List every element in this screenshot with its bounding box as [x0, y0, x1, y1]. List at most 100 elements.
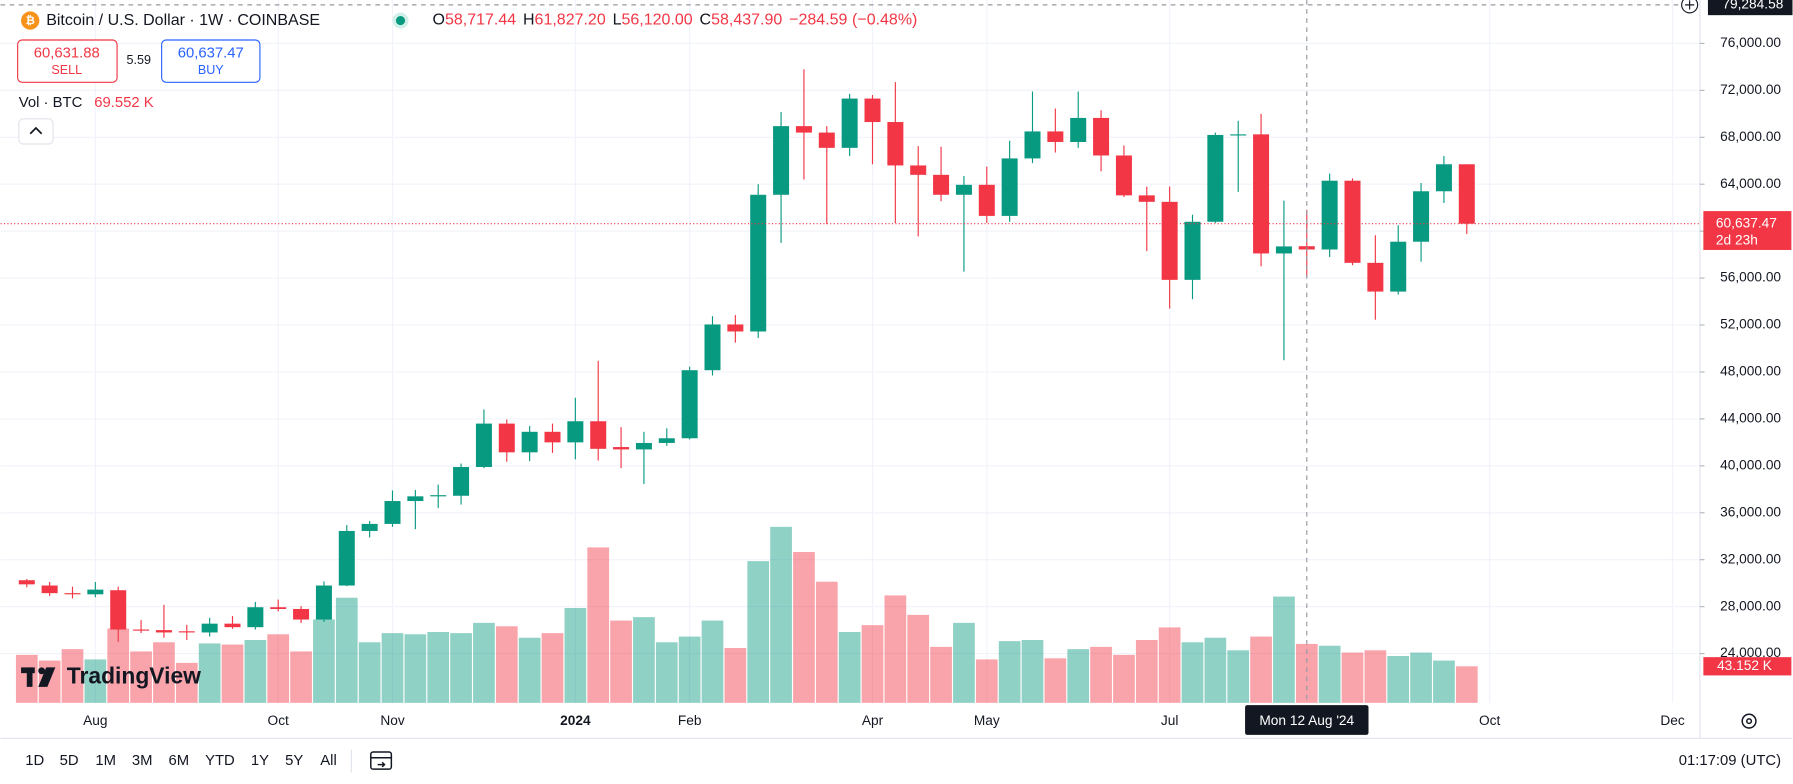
volume-bar: [153, 642, 175, 703]
coin-icon-glyph: ₿: [26, 15, 35, 27]
volume-bar: [1250, 636, 1272, 703]
volume-bar: [518, 637, 541, 703]
volume-bar: [953, 622, 975, 703]
range-toolbar: 1D 5D 1M 3M 6M YTD 1Y 5Y All: [25, 753, 336, 769]
volume-bar: [1364, 650, 1387, 703]
axes: 24,000.00 28,000.00 32,000.00 36,000.00 40,0…: [83, 0, 1793, 735]
y-tick-label: 68,000.00: [1720, 129, 1781, 144]
candle-body: [64, 593, 81, 595]
volume-bar: [587, 547, 610, 703]
y-tick-label: 40,000.00: [1720, 457, 1781, 472]
volume-bar: [381, 633, 404, 703]
candle-body: [933, 174, 950, 195]
y-tick-label: 52,000.00: [1720, 317, 1781, 332]
volume-bar: [1433, 660, 1455, 703]
volume-bar: [335, 597, 358, 703]
volume-bar: [221, 644, 244, 703]
volume-bar: [815, 581, 838, 703]
volume-bar: [404, 634, 427, 703]
volume-title: Vol · BTC: [19, 95, 83, 111]
symbol-title: Bitcoin / U.S. Dollar · 1W · COINBASE: [46, 12, 320, 29]
volume-bar: [861, 625, 884, 703]
range-button[interactable]: 6M: [168, 753, 189, 769]
candle-body: [750, 194, 767, 332]
range-button[interactable]: All: [320, 753, 337, 769]
candle-body: [178, 631, 195, 633]
market-status-dot: [395, 16, 406, 26]
candle-body: [1344, 180, 1361, 263]
sell-label: SELL: [51, 63, 82, 77]
candle-body: [521, 431, 538, 453]
volume-bar: [1135, 639, 1158, 703]
ohlc-letter: C: [700, 12, 712, 29]
volume-bar: [1295, 643, 1318, 703]
buy-label: BUY: [198, 63, 224, 77]
candle-body: [315, 585, 332, 620]
candle-body: [590, 421, 607, 449]
candle-body: [1435, 164, 1452, 192]
settings-icon[interactable]: [1741, 713, 1757, 729]
range-button[interactable]: YTD: [205, 753, 235, 769]
candle-body: [201, 623, 218, 633]
x-tick-label: Feb: [678, 713, 702, 728]
candle-body: [613, 447, 630, 450]
candle-body: [475, 423, 492, 468]
candle-body: [544, 431, 561, 443]
volume-bar: [770, 526, 792, 703]
volume-bar: [313, 619, 335, 703]
volume-bar: [1341, 652, 1364, 703]
x-tick-label: Jul: [1161, 713, 1179, 728]
x-tick-label: Aug: [83, 713, 107, 728]
candle-body: [1390, 241, 1407, 292]
range-button[interactable]: 5Y: [285, 753, 303, 769]
candle-body: [1230, 134, 1247, 136]
crosshair-date-tag: [1245, 705, 1369, 735]
volume-bar: [1158, 627, 1181, 703]
range-button[interactable]: 5D: [60, 753, 79, 769]
buy-button[interactable]: [161, 39, 261, 83]
volume-bar: [1113, 654, 1135, 703]
volume-bar: [450, 633, 472, 703]
candle-body: [818, 132, 835, 148]
candle-body: [704, 324, 721, 371]
y-tick-label: 64,000.00: [1720, 176, 1781, 191]
volume-layer: [15, 526, 1478, 703]
candle-body: [864, 98, 881, 123]
volume-bar: [1021, 639, 1044, 703]
volume-bar: [724, 647, 747, 703]
coin-icon: [21, 11, 40, 30]
candle-body: [681, 370, 698, 439]
candle-body: [841, 98, 858, 148]
y-tick-label: 72,000.00: [1720, 82, 1781, 97]
range-button[interactable]: 1D: [25, 753, 44, 769]
volume-bar: [541, 633, 564, 703]
volume-bar: [998, 641, 1021, 703]
volume-bar: [793, 551, 815, 703]
candle-body: [1001, 158, 1018, 216]
volume-bar: [1273, 596, 1295, 703]
add-alert-plus: [1685, 0, 1695, 10]
candle-body: [1138, 195, 1155, 202]
candle-body: [887, 122, 904, 166]
volume-bar: [678, 636, 701, 703]
goto-date-icon[interactable]: [370, 751, 393, 770]
range-button[interactable]: 1Y: [251, 753, 269, 769]
volume-bar: [427, 631, 450, 703]
y-tick-label: 48,000.00: [1720, 364, 1781, 379]
sell-button[interactable]: [17, 39, 118, 83]
volume-bar: [244, 639, 267, 703]
volume-bar: [975, 659, 998, 703]
volume-bar: [1455, 666, 1478, 703]
candle-body: [955, 184, 972, 195]
clock: 01:17:09 (UTC): [1679, 753, 1781, 769]
range-button[interactable]: 1M: [95, 753, 116, 769]
range-button[interactable]: 3M: [132, 753, 153, 769]
ohlc-letter: L: [613, 12, 622, 29]
volume-bar: [1318, 645, 1341, 703]
volume-bar: [655, 642, 678, 703]
y-tick-label: 24,000.00: [1720, 645, 1781, 660]
x-tick-label: Oct: [268, 713, 290, 728]
ohlc-value: 61,827.20: [535, 12, 606, 29]
collapse-button[interactable]: [18, 118, 54, 145]
x-tick-label: May: [974, 713, 1000, 728]
